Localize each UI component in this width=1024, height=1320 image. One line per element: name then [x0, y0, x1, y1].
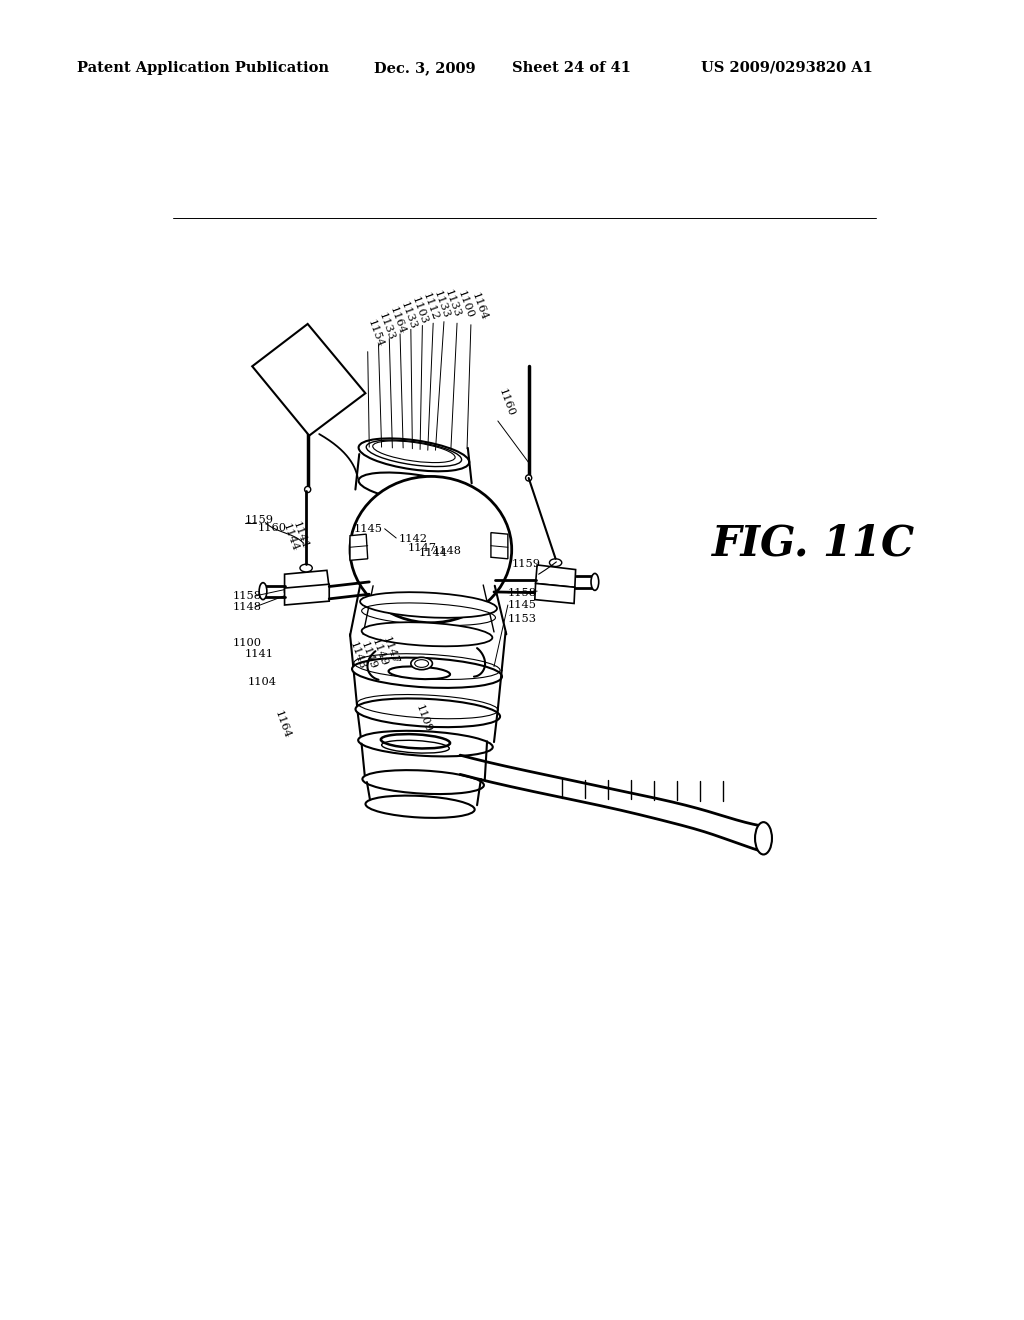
- Text: 1142: 1142: [398, 533, 428, 544]
- Text: 1148: 1148: [233, 602, 262, 611]
- Ellipse shape: [304, 486, 310, 492]
- Polygon shape: [350, 535, 368, 561]
- Text: FIG. 11C: FIG. 11C: [712, 523, 914, 565]
- Text: 1164: 1164: [388, 305, 408, 335]
- Text: 1133: 1133: [377, 312, 396, 342]
- Text: 1133: 1133: [442, 288, 462, 318]
- Ellipse shape: [525, 475, 531, 480]
- Text: 1149: 1149: [358, 640, 378, 671]
- Text: 1109: 1109: [414, 704, 433, 734]
- Text: 1141: 1141: [245, 648, 273, 659]
- Text: 1104: 1104: [248, 677, 276, 686]
- Ellipse shape: [352, 657, 502, 688]
- Text: 1159: 1159: [512, 560, 541, 569]
- Polygon shape: [535, 583, 574, 603]
- Text: 1133: 1133: [398, 300, 418, 331]
- Text: 1144: 1144: [281, 521, 300, 553]
- Text: 1147: 1147: [381, 635, 400, 665]
- Ellipse shape: [362, 770, 484, 795]
- Ellipse shape: [415, 660, 429, 668]
- Ellipse shape: [755, 822, 772, 854]
- Text: 1158: 1158: [233, 591, 262, 601]
- Text: 1154: 1154: [367, 318, 385, 348]
- Text: 1160: 1160: [497, 387, 516, 418]
- Ellipse shape: [591, 573, 599, 590]
- Polygon shape: [536, 565, 575, 587]
- Text: 1112: 1112: [421, 292, 440, 322]
- Text: 1164: 1164: [469, 290, 488, 322]
- Ellipse shape: [388, 667, 451, 678]
- Text: 1149: 1149: [370, 638, 389, 668]
- Ellipse shape: [366, 796, 475, 818]
- Text: 1160: 1160: [258, 523, 287, 533]
- Text: 1145: 1145: [508, 601, 537, 610]
- Text: 1133: 1133: [432, 289, 451, 321]
- Text: US 2009/0293820 A1: US 2009/0293820 A1: [701, 61, 873, 75]
- Text: 1100: 1100: [456, 289, 475, 321]
- Ellipse shape: [550, 558, 562, 566]
- Text: 1145: 1145: [354, 524, 383, 533]
- Text: Patent Application Publication: Patent Application Publication: [77, 61, 329, 75]
- Polygon shape: [490, 533, 508, 558]
- Ellipse shape: [358, 731, 493, 756]
- Polygon shape: [285, 585, 330, 605]
- Text: 1148: 1148: [348, 640, 367, 671]
- Ellipse shape: [358, 473, 469, 503]
- Ellipse shape: [411, 657, 432, 669]
- Ellipse shape: [361, 622, 493, 647]
- Text: Dec. 3, 2009: Dec. 3, 2009: [374, 61, 475, 75]
- Text: 1148: 1148: [432, 546, 462, 556]
- Text: 1144: 1144: [419, 548, 447, 557]
- Text: 1141: 1141: [291, 520, 310, 552]
- Text: 1147: 1147: [408, 543, 437, 553]
- Ellipse shape: [355, 698, 500, 727]
- Ellipse shape: [381, 734, 451, 748]
- Ellipse shape: [360, 593, 497, 618]
- Ellipse shape: [350, 477, 512, 623]
- Text: 1159: 1159: [245, 515, 273, 525]
- Text: 1164: 1164: [273, 709, 292, 739]
- Ellipse shape: [259, 582, 267, 599]
- Ellipse shape: [300, 564, 312, 572]
- Text: 1158: 1158: [508, 587, 537, 598]
- Ellipse shape: [358, 438, 469, 471]
- Text: Sheet 24 of 41: Sheet 24 of 41: [512, 61, 631, 75]
- Text: 1153: 1153: [508, 614, 537, 624]
- Polygon shape: [252, 323, 366, 436]
- Text: 1100: 1100: [233, 639, 262, 648]
- Polygon shape: [285, 570, 330, 591]
- Text: 1103: 1103: [410, 296, 429, 326]
